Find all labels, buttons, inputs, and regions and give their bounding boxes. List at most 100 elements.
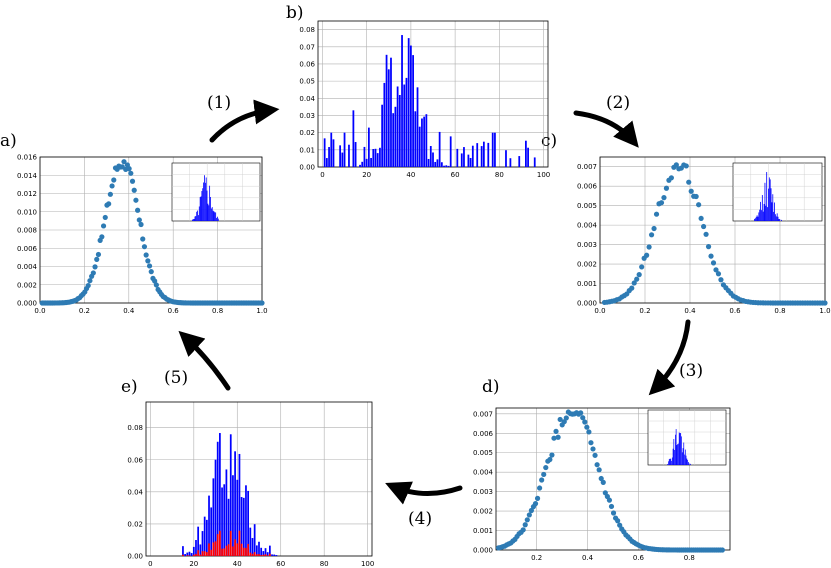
inset-bar (212, 210, 214, 221)
data-point (631, 280, 637, 286)
inset-frame (171, 162, 261, 222)
histogram-bar-red (234, 539, 236, 556)
inset-bar (684, 454, 685, 465)
label-d: d) (482, 377, 500, 397)
inset-bar (198, 206, 200, 221)
y-tick-label: 0.04 (299, 95, 315, 103)
histogram-bar (221, 487, 223, 556)
histogram-bar (456, 148, 459, 167)
step-label-3: (3) (679, 361, 703, 381)
histogram-bar-red (258, 554, 260, 556)
inset-bar (678, 432, 680, 465)
data-point (648, 232, 655, 238)
histogram-bar (405, 77, 408, 167)
label-e: e) (121, 377, 138, 397)
arrow-2-icon (573, 110, 639, 148)
inset-histogram (647, 409, 727, 466)
histogram-bar (390, 57, 392, 167)
histogram-bar (436, 159, 439, 167)
inset-bar (681, 436, 682, 465)
data-point (555, 434, 561, 440)
histogram-bar-red (255, 554, 258, 556)
inset-bar (778, 219, 780, 221)
inset-bar (195, 215, 197, 221)
histogram-bar (421, 118, 423, 167)
data-point (673, 162, 679, 168)
inset-bar (687, 459, 688, 465)
y-tick-label: 0.000 (577, 300, 597, 308)
inset-bar (213, 211, 215, 221)
label-a: a) (0, 131, 17, 151)
inset-bar (688, 463, 690, 465)
histogram-bar-red (262, 554, 265, 556)
x-tick-label: 20 (189, 560, 198, 568)
inset-bar (199, 197, 201, 221)
data-point (547, 456, 553, 463)
histogram-bar (423, 116, 426, 167)
histogram-bar (332, 139, 335, 167)
inset-bar (676, 445, 678, 465)
histogram-bar (195, 540, 197, 556)
data-point (608, 503, 615, 510)
inset-bar (764, 182, 766, 221)
inset-bar (774, 202, 775, 221)
inset-bar (672, 448, 674, 465)
inset-bar (192, 219, 194, 221)
x-tick-label: 0.4 (123, 307, 135, 315)
histogram-bar-red (266, 555, 269, 556)
histogram-bar (365, 158, 368, 167)
y-tick-label: 0.014 (17, 172, 38, 180)
inset-bar (681, 452, 683, 465)
histogram-bar-red (216, 534, 219, 556)
histogram-bar (271, 554, 273, 556)
data-point (634, 276, 640, 282)
inset-histogram (732, 162, 823, 222)
histogram-bar (208, 495, 210, 556)
data-point (582, 419, 588, 425)
y-tick-label: 0.06 (127, 456, 143, 464)
inset-bar (194, 216, 196, 221)
inset-bar (677, 444, 679, 465)
inset-bar (668, 459, 670, 465)
y-tick-label: 0.02 (127, 520, 143, 528)
data-point (584, 424, 590, 430)
data-point (528, 507, 534, 514)
histogram-bar-red (210, 549, 213, 556)
inset-frame (647, 409, 727, 466)
histogram-bar-red (214, 541, 217, 556)
inset-bar (673, 439, 675, 465)
histogram-bar (216, 441, 219, 556)
histogram-bar-red (208, 543, 210, 556)
histogram-bar (370, 157, 372, 167)
y-tick-label: 0.005 (577, 202, 597, 210)
data-point (646, 244, 652, 250)
histogram-bar (182, 546, 184, 556)
histogram-bar (403, 84, 406, 167)
data-point (703, 231, 709, 237)
histogram-bar (381, 104, 384, 167)
inset-bar (679, 433, 681, 465)
data-point (658, 200, 665, 206)
histogram-bar (238, 453, 241, 556)
histogram-bar (354, 142, 357, 167)
inset-bar (214, 212, 216, 221)
x-tick-label: 0.0 (594, 307, 605, 315)
inset-bar (678, 443, 679, 465)
inset-bar (669, 458, 671, 465)
histogram-bar-red (221, 548, 223, 556)
arrow-5-icon (178, 330, 231, 391)
histogram-bar (372, 149, 375, 167)
y-tick-label: 0.012 (17, 190, 37, 198)
x-tick-label: 0.8 (774, 307, 785, 315)
histogram-bar (429, 146, 432, 167)
histogram-bar (255, 545, 258, 556)
y-tick-label: 0.007 (473, 410, 493, 418)
histogram-bar (199, 544, 202, 556)
data-point (102, 214, 108, 221)
histogram-bar (341, 152, 344, 167)
data-point (594, 462, 600, 468)
data-point (715, 271, 722, 277)
histogram-bar (509, 158, 512, 167)
histogram-bar (219, 433, 221, 556)
